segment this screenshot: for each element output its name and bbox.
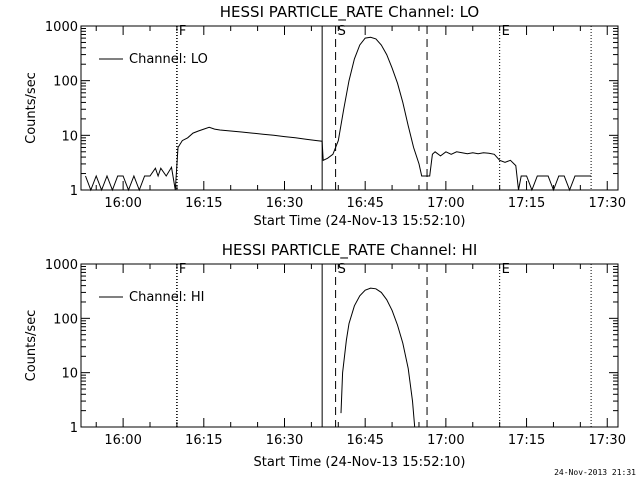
x-tick-label: 16:15 bbox=[185, 433, 222, 448]
y-tick-label: 1 bbox=[70, 184, 78, 199]
footer-timestamp: 24-Nov-2013 21:31 bbox=[554, 468, 636, 477]
plot-frame bbox=[80, 263, 619, 428]
x-tick-label: 17:00 bbox=[427, 196, 464, 211]
x-tick-label: 16:00 bbox=[104, 433, 141, 448]
y-tick-label: 100 bbox=[53, 75, 78, 90]
data-series-line bbox=[340, 287, 416, 428]
data-series-line bbox=[85, 36, 592, 192]
marker-label: F bbox=[179, 262, 186, 277]
y-axis-label: Counts/sec bbox=[24, 310, 39, 382]
x-tick-label: 17:30 bbox=[589, 433, 626, 448]
y-tick-label: 1000 bbox=[45, 20, 78, 35]
marker-label: S bbox=[338, 262, 346, 277]
x-tick-label: 17:15 bbox=[508, 196, 545, 211]
y-tick-label: 10 bbox=[61, 367, 78, 382]
x-tick-label: 17:15 bbox=[508, 433, 545, 448]
marker-label: F bbox=[179, 24, 186, 39]
y-tick-label: 1000 bbox=[45, 258, 78, 273]
x-tick-label: 16:45 bbox=[346, 196, 383, 211]
chart-title: HESSI PARTICLE_RATE Channel: LO bbox=[220, 3, 479, 22]
legend-label: Channel: HI bbox=[129, 290, 205, 305]
chart-title: HESSI PARTICLE_RATE Channel: HI bbox=[222, 241, 478, 260]
x-tick-label: 16:15 bbox=[185, 196, 222, 211]
x-axis-label: Start Time (24-Nov-13 15:52:10) bbox=[254, 214, 466, 229]
x-tick-label: 16:45 bbox=[346, 433, 383, 448]
y-axis-label: Counts/sec bbox=[24, 72, 39, 144]
x-tick-label: 16:30 bbox=[266, 433, 303, 448]
y-tick-label: 10 bbox=[61, 129, 78, 144]
legend-label: Channel: LO bbox=[129, 52, 208, 67]
x-axis-label: Start Time (24-Nov-13 15:52:10) bbox=[254, 455, 466, 470]
x-tick-label: 17:00 bbox=[427, 433, 464, 448]
marker-label: E bbox=[502, 24, 510, 39]
marker-label: E bbox=[502, 262, 510, 277]
plot-frame bbox=[80, 25, 619, 191]
x-tick-label: 17:30 bbox=[589, 196, 626, 211]
y-tick-label: 100 bbox=[53, 312, 78, 327]
x-tick-label: 16:30 bbox=[266, 196, 303, 211]
marker-label: S bbox=[338, 24, 346, 39]
x-tick-label: 16:00 bbox=[104, 196, 141, 211]
y-tick-label: 1 bbox=[70, 421, 78, 436]
